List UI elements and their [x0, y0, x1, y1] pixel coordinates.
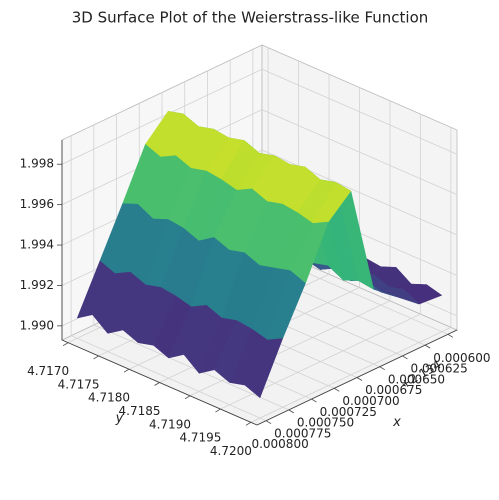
tick-mark: [265, 420, 272, 425]
tick-mark: [93, 355, 99, 360]
tick-mark: [447, 333, 454, 338]
y-tick-label: 4.7175: [58, 377, 100, 391]
tick-mark: [288, 409, 295, 414]
x-tick-label: 0.000625: [411, 362, 468, 376]
axis-line: [256, 329, 458, 426]
x-tick-label: 0.000700: [342, 394, 399, 408]
chart-title: 3D Surface Plot of the Weierstrass-like …: [72, 9, 429, 27]
z-tick-label: 1.990: [20, 318, 54, 332]
y-tick-label: 4.7195: [179, 431, 221, 445]
grid-line: [261, 109, 458, 196]
tick-mark: [311, 398, 317, 403]
tick-mark: [123, 368, 130, 373]
grid-line: [261, 149, 458, 236]
x-tick-label: 0.000725: [320, 405, 377, 419]
grid-line: [261, 68, 458, 155]
tick-mark: [215, 408, 221, 413]
tick-mark: [402, 355, 408, 360]
y-tick-label: 4.7170: [27, 364, 69, 378]
y-tick-label: 4.7200: [210, 444, 252, 458]
axis-line: [61, 339, 258, 426]
y-tick-label: 4.7185: [119, 404, 161, 418]
x-tick-label: 0.000600: [433, 351, 490, 365]
y-axis-label: y: [115, 411, 124, 426]
x-tick-label: 0.000775: [274, 426, 331, 440]
x-axis-label: x: [392, 415, 401, 430]
tick-mark: [184, 395, 191, 400]
grid-line: [189, 300, 391, 397]
z-tick-label: 1.996: [20, 197, 54, 211]
tick-mark: [154, 382, 160, 386]
x-tick-label: 0.000650: [388, 372, 445, 386]
grid-line: [220, 313, 421, 410]
x-tick-label: 0.000800: [251, 437, 308, 451]
tick-mark: [379, 366, 385, 371]
tick-mark: [245, 422, 252, 426]
grid-line: [61, 68, 263, 165]
tick-mark: [356, 377, 363, 381]
grid-line: [250, 326, 452, 423]
tick-mark: [62, 342, 69, 346]
z-tick-label: 1.992: [20, 278, 54, 292]
x-tick-label: 0.000675: [365, 383, 422, 397]
surface-cell: [244, 338, 283, 399]
tick-mark: [424, 344, 431, 349]
z-tick-label: 1.998: [20, 157, 54, 171]
x-tick-label: 0.000750: [297, 416, 354, 430]
y-tick-label: 4.7180: [88, 391, 130, 405]
z-tick-label: 1.994: [20, 238, 54, 252]
tick-mark: [334, 387, 340, 392]
y-tick-label: 4.7190: [149, 417, 191, 431]
